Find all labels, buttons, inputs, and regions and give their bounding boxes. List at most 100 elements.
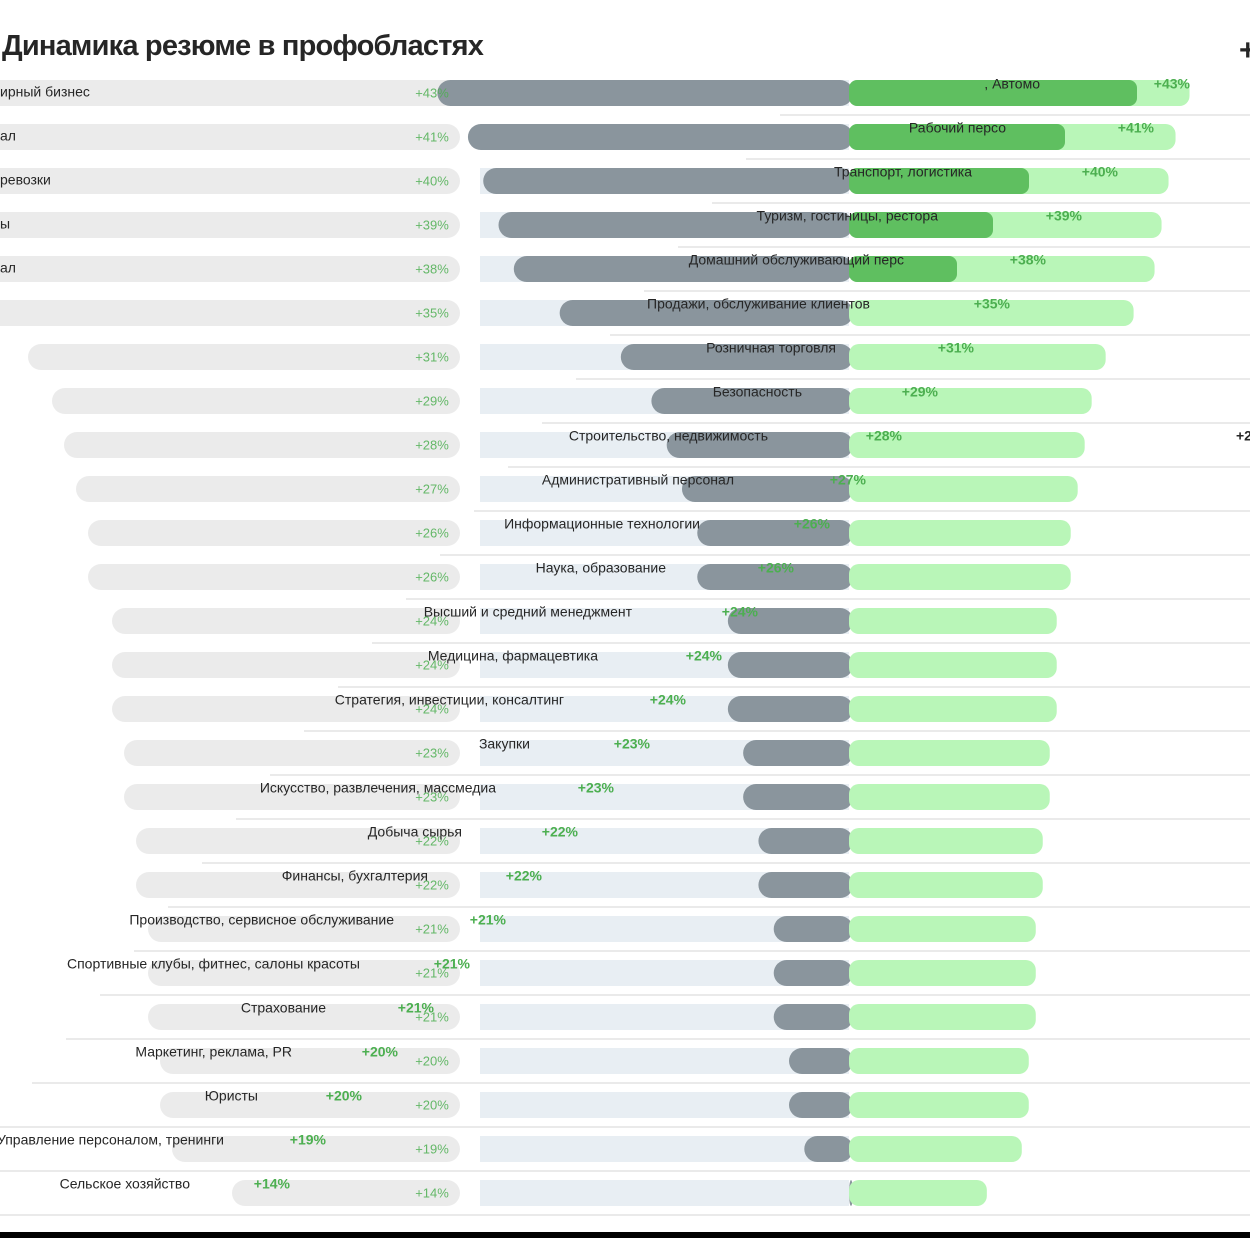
value-label: +27% xyxy=(415,481,449,496)
grey-track xyxy=(0,300,460,326)
category-label: Финансы, бухгалтерия xyxy=(282,868,428,884)
grey-track xyxy=(172,1136,460,1162)
grey-track xyxy=(124,740,460,766)
grey-bar xyxy=(651,388,853,414)
green-track xyxy=(849,1092,1029,1118)
green-track xyxy=(849,1180,987,1206)
grey-track xyxy=(136,828,460,854)
grey-track xyxy=(148,916,460,942)
grey-track xyxy=(112,652,460,678)
green-track xyxy=(849,1136,1022,1162)
grey-track xyxy=(0,212,460,238)
category-label: Маркетинг, реклама, PR xyxy=(135,1044,292,1060)
value-label: +21% xyxy=(415,965,449,980)
green-track xyxy=(849,828,1043,854)
diagonal-value-label: +14% xyxy=(254,1176,291,1192)
diagonal-value-label: +21% xyxy=(398,1000,435,1016)
blue-track xyxy=(480,1092,849,1118)
value-label: +26% xyxy=(415,569,449,584)
diagonal-value-label: +26% xyxy=(794,516,831,532)
grey-bar xyxy=(620,344,853,370)
grey-bar xyxy=(513,256,853,282)
category-label: Домашний обслуживающий перс xyxy=(689,252,904,268)
grey-bar xyxy=(697,564,853,590)
diagonal-value-label: +21% xyxy=(470,912,507,928)
ghost-label: ревозки xyxy=(0,172,51,188)
grey-bar xyxy=(467,124,853,150)
category-label: Рабочий персо xyxy=(909,120,1006,136)
grey-bar xyxy=(727,652,853,678)
category-label: Юристы xyxy=(205,1088,258,1104)
category-label: Управление персоналом, тренинги xyxy=(0,1132,224,1148)
value-label: +21% xyxy=(415,921,449,936)
green-track xyxy=(849,608,1057,634)
bottom-border xyxy=(0,1232,1250,1238)
green-track xyxy=(849,388,1092,414)
grey-track xyxy=(112,608,460,634)
diagonal-value-label: +23% xyxy=(614,736,651,752)
category-label: Спортивные клубы, фитнес, салоны красоты xyxy=(67,956,360,972)
grey-track xyxy=(160,1048,460,1074)
green-bar xyxy=(849,256,957,282)
diagonal-value-label: +24% xyxy=(686,648,723,664)
value-label: +24% xyxy=(415,613,449,628)
grey-bar xyxy=(743,784,853,810)
diagonal-value-label: +28% xyxy=(866,428,903,444)
grey-bar xyxy=(773,960,853,986)
grey-track xyxy=(0,256,460,282)
diagonal-value-label: +22% xyxy=(506,868,543,884)
grey-track xyxy=(0,80,460,106)
category-label: , Автомо xyxy=(984,76,1040,92)
category-label: Сельское хозяйство xyxy=(60,1176,191,1192)
value-label: +22% xyxy=(415,833,449,848)
value-label: +20% xyxy=(415,1097,449,1112)
grey-bar xyxy=(773,1004,853,1030)
category-label: Наука, образование xyxy=(536,560,667,576)
grey-bar xyxy=(727,696,853,722)
category-label: Информационные технологии xyxy=(504,516,700,532)
diagonal-value-label: +26% xyxy=(758,560,795,576)
grey-track xyxy=(112,696,460,722)
diagonal-value-label: +43% xyxy=(1154,76,1191,92)
value-label: +40% xyxy=(415,173,449,188)
diagonal-value-label: +22% xyxy=(542,824,579,840)
grey-bar xyxy=(743,740,853,766)
green-track xyxy=(849,344,1106,370)
grey-bar xyxy=(758,828,853,854)
category-label: Страхование xyxy=(241,1000,326,1016)
green-track xyxy=(849,564,1071,590)
value-label: +41% xyxy=(415,129,449,144)
category-label: Административный персонал xyxy=(542,472,734,488)
value-label: +23% xyxy=(415,789,449,804)
grey-track xyxy=(148,960,460,986)
value-label: +39% xyxy=(415,217,449,232)
grey-track xyxy=(148,1004,460,1030)
green-track xyxy=(849,916,1036,942)
category-label: Розничная торговля xyxy=(706,340,836,356)
diagonal-value-label: +19% xyxy=(290,1132,327,1148)
green-bar xyxy=(849,80,1137,106)
blue-track xyxy=(480,1180,849,1206)
diagonal-value-label: +20% xyxy=(362,1044,399,1060)
green-bar xyxy=(849,168,1029,194)
grey-bar xyxy=(681,476,853,502)
diagonal-value-label: +24% xyxy=(722,604,759,620)
grey-track xyxy=(0,124,460,150)
chart-title: Динамика резюме в профобластях xyxy=(2,30,484,62)
diagonal-value-label: +29% xyxy=(902,384,939,400)
green-track xyxy=(849,1048,1029,1074)
green-track xyxy=(849,300,1134,326)
ghost-label: ал xyxy=(0,128,16,144)
green-bar xyxy=(849,124,1065,150)
green-bar xyxy=(849,212,993,238)
green-track xyxy=(849,652,1057,678)
green-track xyxy=(849,872,1043,898)
value-label: +29% xyxy=(415,393,449,408)
grey-track xyxy=(76,476,460,502)
grey-bar xyxy=(804,1136,853,1162)
grey-bar xyxy=(773,916,853,942)
diagonal-value-label: +35% xyxy=(974,296,1011,312)
value-label: +24% xyxy=(415,701,449,716)
green-track xyxy=(849,432,1085,458)
